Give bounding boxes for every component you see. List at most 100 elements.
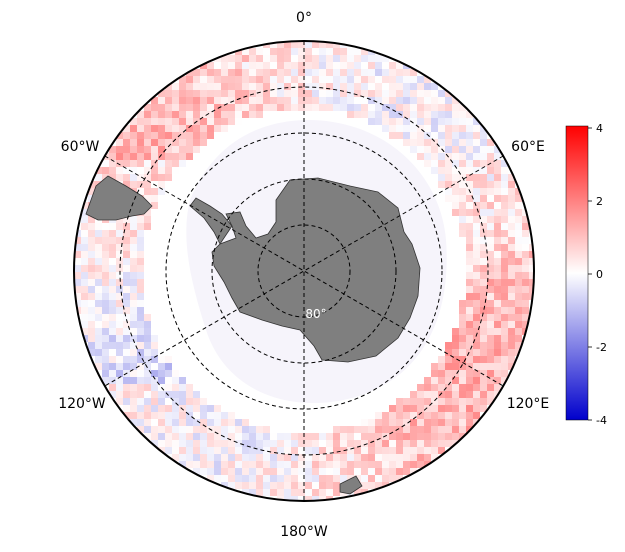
anomaly-cell [144, 412, 151, 419]
anomaly-cell [473, 181, 480, 188]
anomaly-cell [494, 258, 501, 265]
anomaly-cell [487, 335, 494, 342]
anomaly-cell [403, 83, 410, 90]
anomaly-cell [354, 447, 361, 454]
anomaly-cell [452, 342, 459, 349]
anomaly-cell [74, 279, 81, 286]
anomaly-cell [116, 300, 123, 307]
anomaly-cell [277, 440, 284, 447]
anomaly-cell [130, 328, 137, 335]
anomaly-cell [263, 440, 270, 447]
anomaly-cell [95, 174, 102, 181]
anomaly-cell [95, 251, 102, 258]
anomaly-cell [151, 167, 158, 174]
anomaly-cell [319, 76, 326, 83]
anomaly-cell [130, 314, 137, 321]
anomaly-cell [403, 132, 410, 139]
anomaly-cell [291, 447, 298, 454]
anomaly-cell [179, 111, 186, 118]
anomaly-cell [137, 111, 144, 118]
anomaly-cell [473, 118, 480, 125]
anomaly-cell [144, 405, 151, 412]
anomaly-cell [431, 412, 438, 419]
anomaly-cell [340, 426, 347, 433]
anomaly-cell [389, 118, 396, 125]
anomaly-cell [200, 454, 207, 461]
anomaly-cell [354, 62, 361, 69]
anomaly-cell [459, 202, 466, 209]
anomaly-cell [130, 251, 137, 258]
anomaly-cell [88, 265, 95, 272]
anomaly-cell [480, 167, 487, 174]
anomaly-cell [144, 160, 151, 167]
anomaly-cell [347, 440, 354, 447]
anomaly-cell [466, 174, 473, 181]
anomaly-cell [508, 335, 515, 342]
anomaly-cell [144, 139, 151, 146]
anomaly-cell [130, 307, 137, 314]
anomaly-cell [109, 244, 116, 251]
anomaly-cell [123, 314, 130, 321]
anomaly-cell [326, 76, 333, 83]
anomaly-cell [417, 125, 424, 132]
anomaly-cell [347, 69, 354, 76]
anomaly-cell [403, 440, 410, 447]
anomaly-cell [305, 41, 312, 48]
anomaly-cell [74, 272, 81, 279]
anomaly-cell [515, 265, 522, 272]
anomaly-cell [81, 279, 88, 286]
anomaly-cell [487, 356, 494, 363]
anomaly-cell [361, 440, 368, 447]
anomaly-cell [354, 468, 361, 475]
anomaly-cell [270, 454, 277, 461]
anomaly-cell [431, 160, 438, 167]
anomaly-cell [445, 90, 452, 97]
anomaly-cell [382, 475, 389, 482]
anomaly-cell [501, 272, 508, 279]
anomaly-cell [158, 97, 165, 104]
anomaly-cell [165, 356, 172, 363]
anomaly-cell [235, 468, 242, 475]
anomaly-cell [130, 272, 137, 279]
anomaly-cell [123, 132, 130, 139]
anomaly-cell [417, 419, 424, 426]
anomaly-cell [249, 111, 256, 118]
anomaly-cell [487, 153, 494, 160]
anomaly-cell [298, 62, 305, 69]
anomaly-cell [158, 398, 165, 405]
anomaly-cell [270, 440, 277, 447]
anomaly-cell [235, 440, 242, 447]
anomaly-cell [312, 489, 319, 496]
anomaly-cell [179, 125, 186, 132]
anomaly-cell [396, 104, 403, 111]
anomaly-cell [333, 433, 340, 440]
anomaly-cell [193, 90, 200, 97]
anomaly-cell [375, 118, 382, 125]
anomaly-cell [186, 433, 193, 440]
anomaly-cell [396, 76, 403, 83]
anomaly-cell [109, 314, 116, 321]
anomaly-cell [235, 55, 242, 62]
anomaly-cell [95, 223, 102, 230]
anomaly-cell [354, 433, 361, 440]
anomaly-cell [284, 69, 291, 76]
anomaly-cell [88, 321, 95, 328]
anomaly-cell [88, 237, 95, 244]
anomaly-cell [326, 62, 333, 69]
anomaly-cell [130, 363, 137, 370]
anomaly-cell [249, 482, 256, 489]
anomaly-cell [389, 461, 396, 468]
anomaly-cell [473, 286, 480, 293]
anomaly-cell [263, 475, 270, 482]
anomaly-cell [249, 48, 256, 55]
anomaly-cell [319, 90, 326, 97]
anomaly-cell [144, 314, 151, 321]
anomaly-cell [424, 433, 431, 440]
anomaly-cell [214, 83, 221, 90]
anomaly-cell [466, 314, 473, 321]
anomaly-cell [431, 377, 438, 384]
anomaly-cell [249, 454, 256, 461]
anomaly-cell [466, 160, 473, 167]
anomaly-cell [473, 160, 480, 167]
anomaly-cell [116, 335, 123, 342]
